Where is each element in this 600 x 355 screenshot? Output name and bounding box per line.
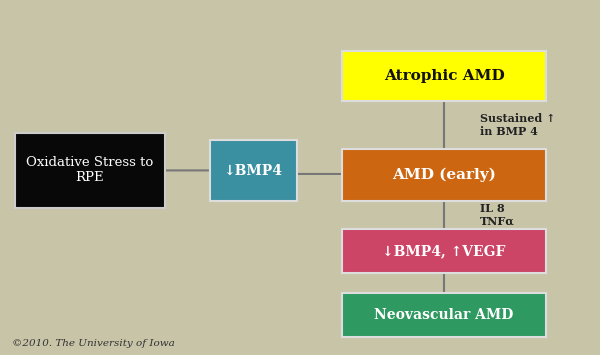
FancyBboxPatch shape (342, 149, 546, 201)
FancyBboxPatch shape (342, 229, 546, 273)
FancyBboxPatch shape (210, 140, 297, 201)
Text: AMD (early): AMD (early) (392, 168, 496, 182)
Text: Neovascular AMD: Neovascular AMD (374, 308, 514, 322)
FancyBboxPatch shape (15, 133, 165, 208)
Text: Oxidative Stress to
RPE: Oxidative Stress to RPE (26, 157, 154, 184)
Text: IL 8
TNFα: IL 8 TNFα (480, 203, 515, 227)
FancyBboxPatch shape (342, 293, 546, 337)
Text: ↓BMP4: ↓BMP4 (224, 163, 283, 178)
Text: ↓BMP4, ↑VEGF: ↓BMP4, ↑VEGF (382, 244, 506, 258)
Text: ©2010. The University of Iowa: ©2010. The University of Iowa (12, 339, 175, 348)
FancyBboxPatch shape (342, 51, 546, 101)
Text: Sustained ↑
in BMP 4: Sustained ↑ in BMP 4 (480, 113, 556, 137)
Text: Atrophic AMD: Atrophic AMD (383, 69, 505, 83)
